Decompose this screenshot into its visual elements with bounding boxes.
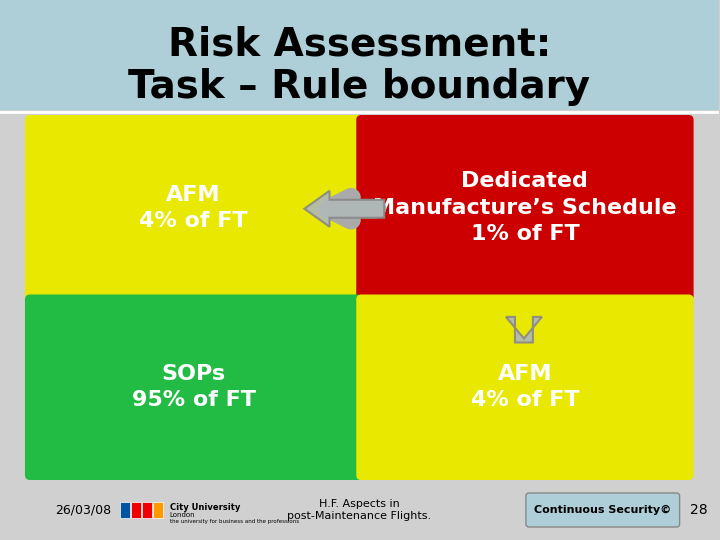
Bar bbox=[120, 502, 130, 518]
Text: 28: 28 bbox=[690, 503, 707, 517]
Text: H.F. Aspects in
post-Maintenance Flights.: H.F. Aspects in post-Maintenance Flights… bbox=[287, 499, 431, 521]
Text: SOPs
95% of FT: SOPs 95% of FT bbox=[132, 364, 256, 410]
FancyBboxPatch shape bbox=[25, 294, 362, 480]
Bar bbox=[131, 502, 140, 518]
FancyBboxPatch shape bbox=[356, 294, 693, 480]
Text: Risk Assessment:: Risk Assessment: bbox=[168, 26, 551, 64]
Text: City University: City University bbox=[170, 503, 240, 512]
Text: London: London bbox=[170, 512, 195, 518]
Text: Continuous Security©: Continuous Security© bbox=[534, 505, 671, 515]
FancyBboxPatch shape bbox=[25, 115, 362, 300]
Text: AFM
4% of FT: AFM 4% of FT bbox=[471, 364, 580, 410]
Text: AFM
4% of FT: AFM 4% of FT bbox=[139, 185, 248, 231]
Polygon shape bbox=[506, 317, 542, 342]
Polygon shape bbox=[305, 191, 384, 227]
FancyBboxPatch shape bbox=[0, 0, 719, 110]
Text: Dedicated
Manufacture’s Schedule
1% of FT: Dedicated Manufacture’s Schedule 1% of F… bbox=[373, 171, 677, 244]
FancyBboxPatch shape bbox=[526, 493, 680, 527]
Bar bbox=[153, 502, 163, 518]
Bar bbox=[142, 502, 152, 518]
FancyBboxPatch shape bbox=[356, 115, 693, 300]
Text: 26/03/08: 26/03/08 bbox=[55, 503, 111, 516]
Text: Task – Rule boundary: Task – Rule boundary bbox=[128, 68, 590, 106]
Text: the university for business and the professions: the university for business and the prof… bbox=[170, 519, 299, 524]
